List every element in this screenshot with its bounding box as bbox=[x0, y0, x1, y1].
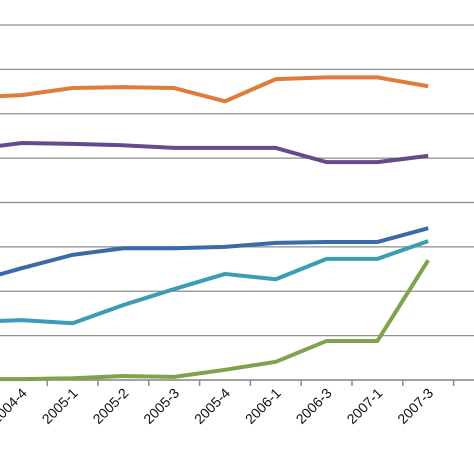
x-tick-label: 2006-3 bbox=[293, 385, 335, 427]
series-line bbox=[0, 141, 429, 165]
x-tick-label: 2007-3 bbox=[394, 385, 436, 427]
x-tick-label: 2005-4 bbox=[191, 385, 233, 427]
x-tick-label: 2007-1 bbox=[343, 385, 385, 427]
series-line bbox=[0, 75, 429, 104]
x-tick-label: 2006-1 bbox=[242, 385, 284, 427]
x-tick-label: 2005-3 bbox=[140, 385, 182, 427]
x-tick-label: 2005-2 bbox=[89, 385, 131, 427]
x-tick-label: 2005-1 bbox=[39, 385, 81, 427]
series-line bbox=[0, 226, 429, 277]
series-line bbox=[0, 259, 430, 382]
series-line bbox=[0, 239, 429, 326]
x-tick-label: 2004-4 bbox=[0, 385, 30, 427]
